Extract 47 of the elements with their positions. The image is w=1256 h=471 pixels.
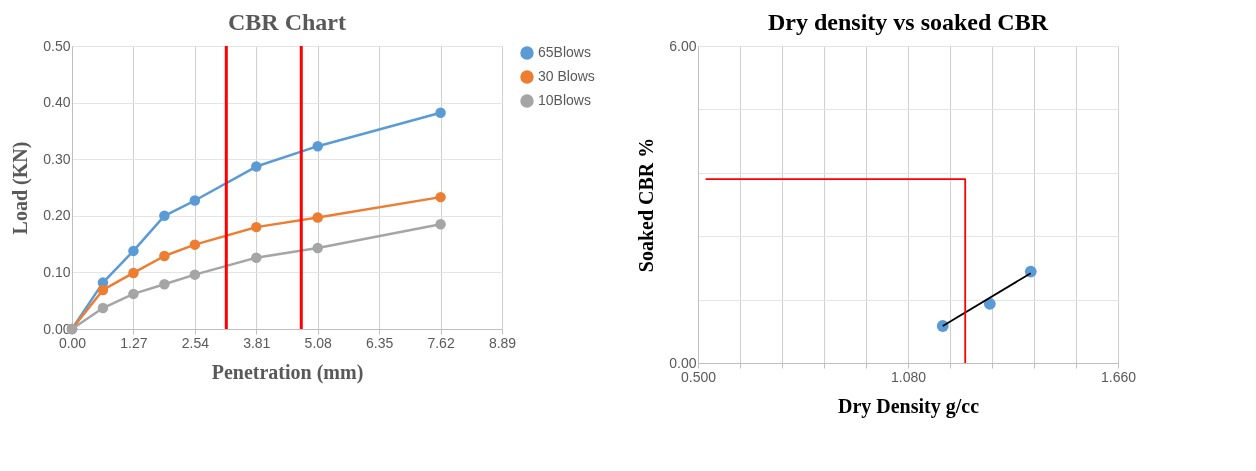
- y-axis-title: Load (KN): [9, 141, 33, 235]
- point: [312, 242, 323, 254]
- y-tick-label: 0.40: [43, 94, 71, 111]
- x-axis-title: Penetration (mm): [211, 360, 364, 384]
- point: [435, 191, 446, 203]
- legend-label: 30 Blows: [538, 68, 595, 84]
- point: [128, 267, 139, 279]
- y-tick-label: 0.30: [43, 150, 71, 167]
- point: [312, 212, 323, 223]
- y-tick-label: 6.00: [669, 37, 697, 54]
- point: [251, 161, 262, 172]
- point: [189, 195, 201, 206]
- point: [189, 269, 201, 280]
- x-axis-title: Dry Density g/cc: [837, 394, 980, 418]
- x-tick-label: 6.35: [366, 334, 394, 351]
- point: [251, 252, 262, 263]
- point: [128, 245, 139, 257]
- point: [97, 302, 109, 314]
- y-axis-title: Soaked CBR %: [635, 137, 658, 273]
- x-tick-label: 0.00: [58, 334, 87, 351]
- x-tick-label: 3.81: [243, 334, 271, 351]
- legend-label: 10Blows: [538, 92, 591, 108]
- point: [159, 250, 170, 262]
- point: [251, 221, 262, 233]
- point: [159, 210, 170, 222]
- x-tick-label: 1.27: [120, 334, 148, 351]
- x-tick-label: 1.080: [890, 368, 927, 385]
- x-tick-label: 1.660: [1100, 368, 1137, 385]
- y-tick-label: 0.20: [43, 207, 71, 224]
- chart-title: Dry density vs soaked CBR: [767, 9, 1049, 35]
- y-tick-label: 0.50: [43, 37, 71, 54]
- x-tick-label: 0.500: [680, 368, 717, 385]
- x-tick-label: 7.62: [427, 334, 455, 351]
- x-tick-label: 5.08: [304, 334, 333, 351]
- chart-title: CBR Chart: [228, 9, 346, 35]
- x-tick-label: 2.54: [181, 334, 210, 351]
- legend-label: 65Blows: [538, 44, 591, 60]
- point: [159, 279, 170, 290]
- point: [97, 284, 109, 296]
- y-tick-label: 0.10: [43, 263, 71, 280]
- point: [312, 140, 323, 152]
- point: [128, 288, 139, 300]
- point: [189, 239, 201, 250]
- point: [435, 107, 446, 119]
- point: [435, 219, 446, 230]
- x-tick-label: 8.89: [488, 334, 517, 351]
- point: [983, 297, 996, 310]
